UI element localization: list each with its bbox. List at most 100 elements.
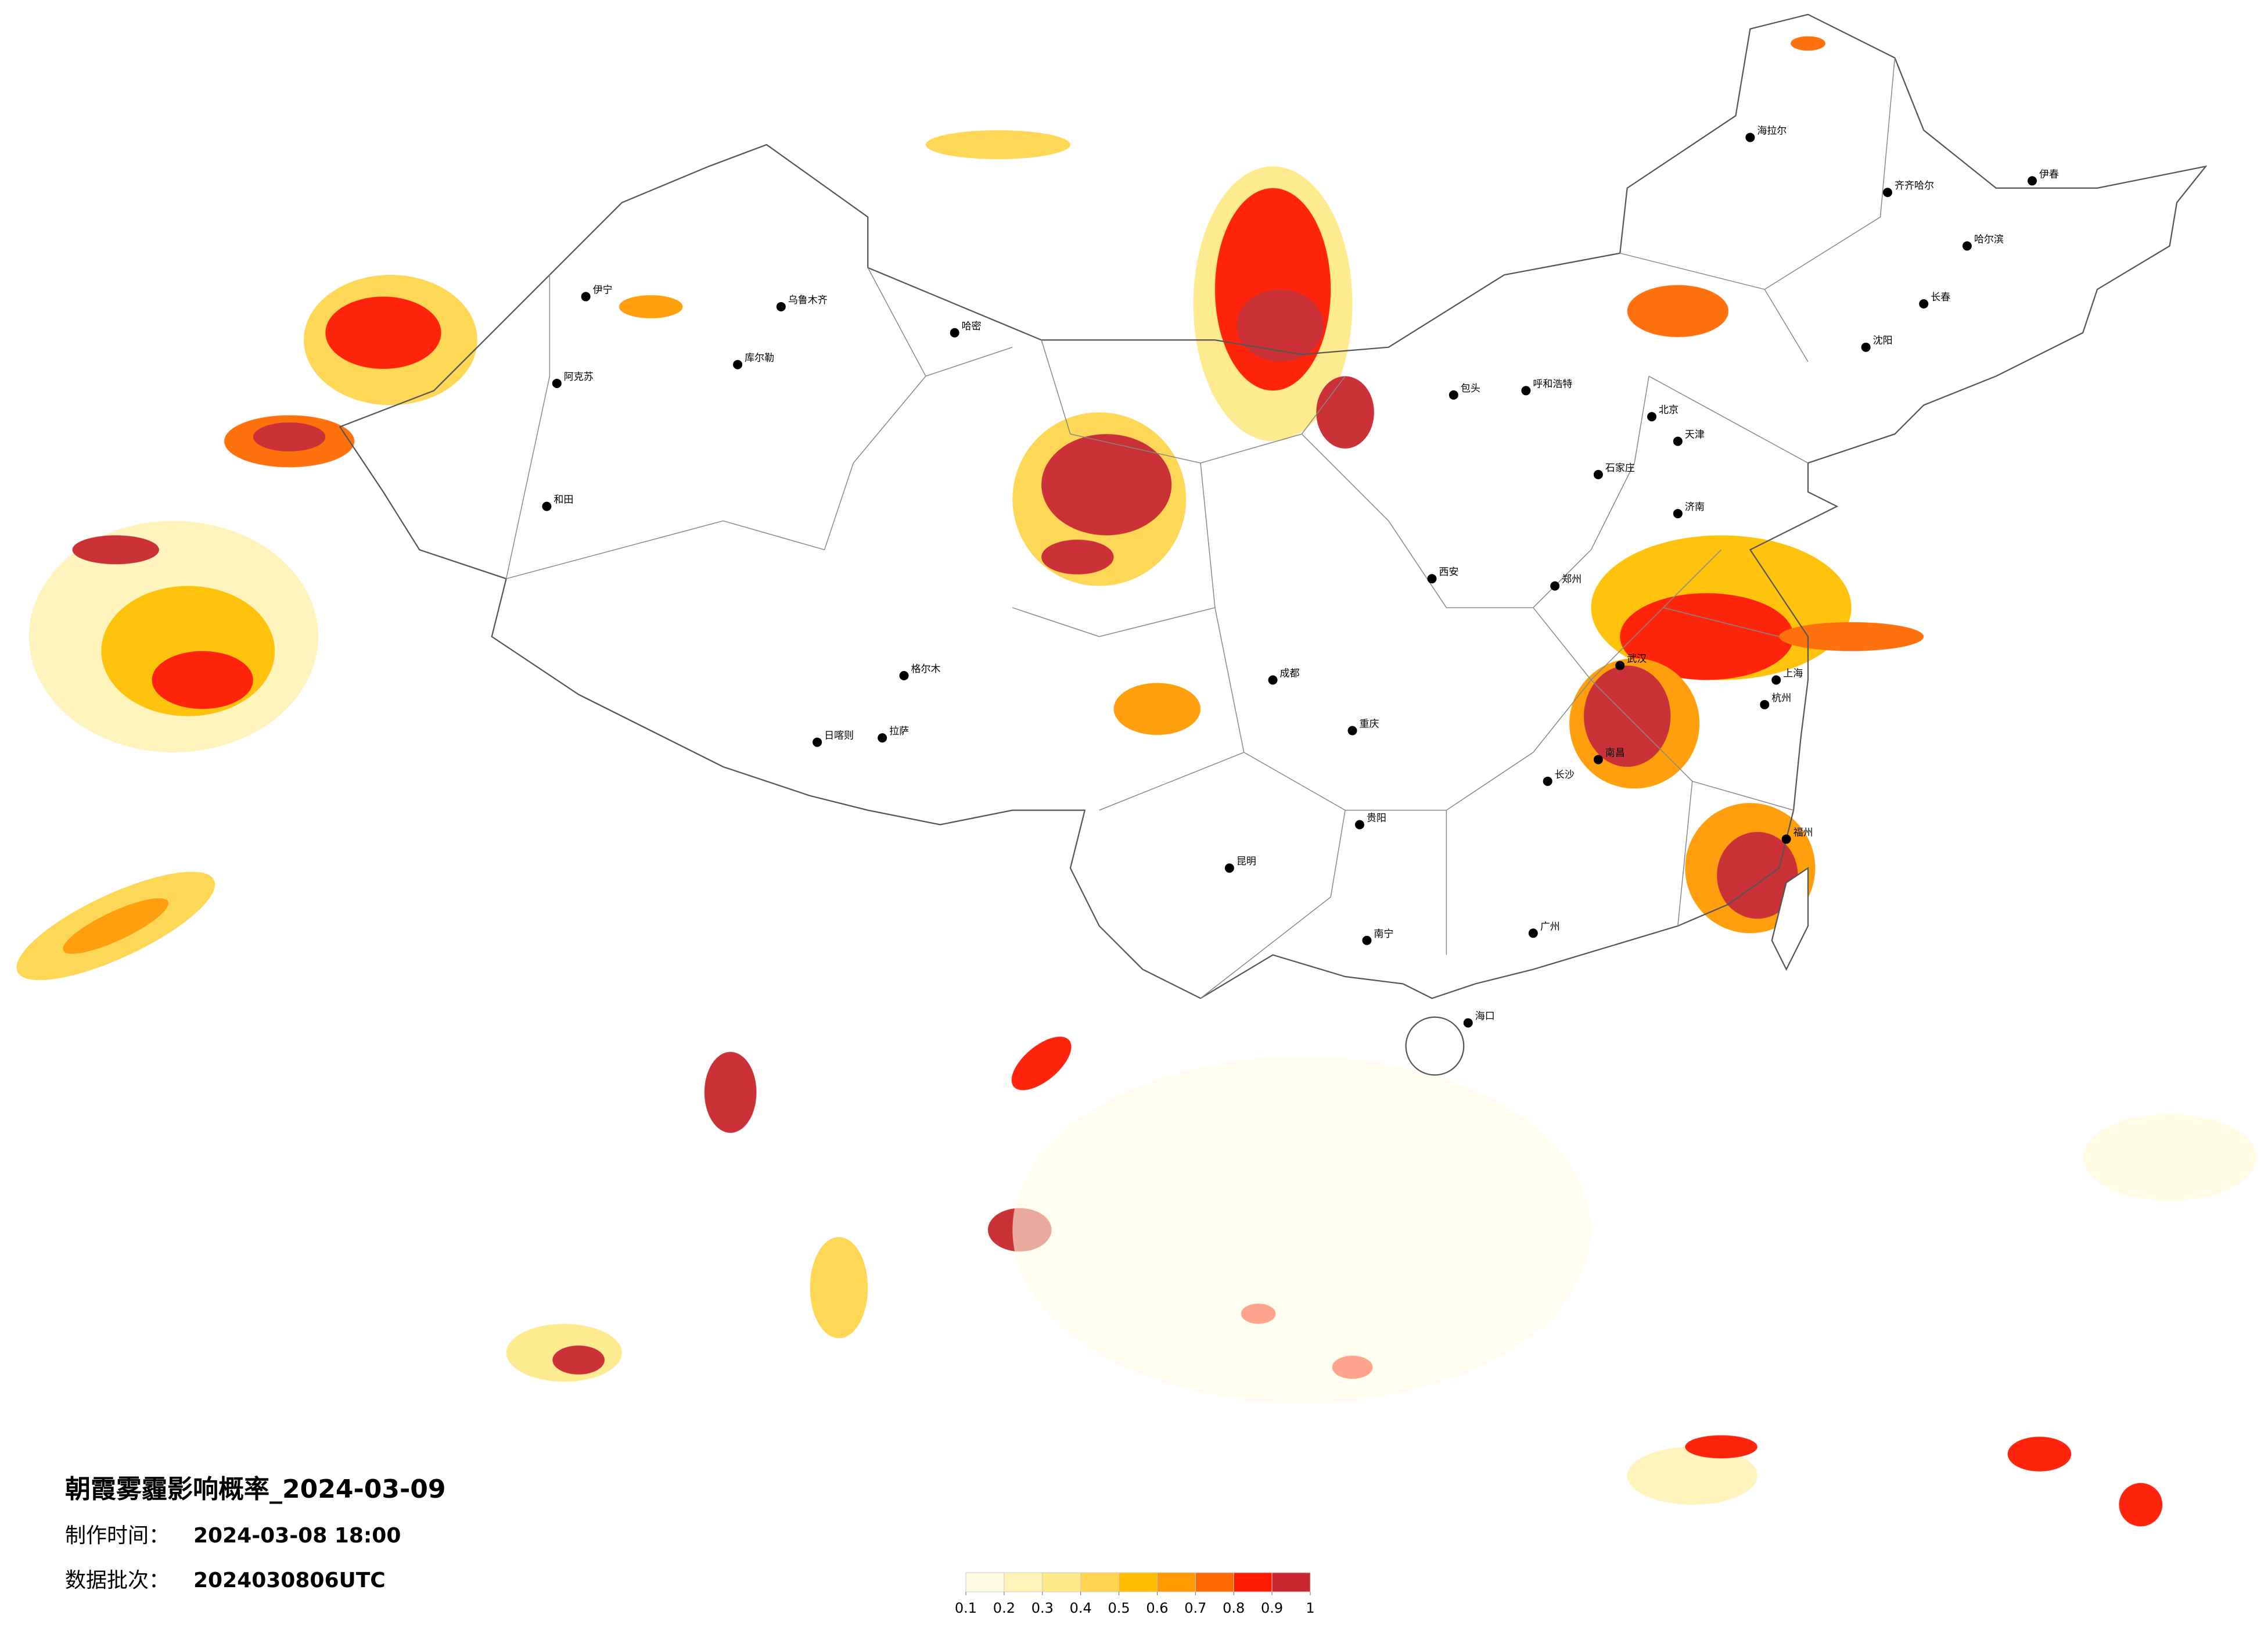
city-dot: [1550, 581, 1560, 591]
city-label: 阿克苏: [564, 371, 594, 383]
city-dot: [1673, 436, 1683, 446]
city-dot: [1543, 776, 1552, 786]
city-label: 哈密: [962, 321, 982, 332]
city-label: 北京: [1659, 404, 1678, 416]
city-label: 武汉: [1627, 654, 1647, 665]
city-label: 沈阳: [1873, 335, 1893, 347]
city-label: 西安: [1439, 566, 1458, 578]
haze-field: [16, 36, 2257, 1527]
colorbar-tick-label: 0.9: [1261, 1600, 1283, 1616]
city-dot: [1615, 661, 1625, 670]
city-label: 郑州: [1562, 574, 1582, 586]
colorbar-swatch: [1042, 1572, 1081, 1592]
city-label: 呼和浩特: [1533, 378, 1572, 390]
map-title: 朝霞雾霾影响概率_2024-03-09: [65, 1474, 445, 1504]
city-dot: [1745, 132, 1755, 142]
city-label: 重庆: [1360, 719, 1379, 730]
colorbar-swatch: [1195, 1572, 1234, 1592]
city-label: 包头: [1461, 383, 1480, 394]
city-label: 齐齐哈尔: [1895, 180, 1934, 192]
city-dot: [776, 302, 786, 311]
colorbar-swatch: [1119, 1572, 1158, 1592]
city-dot: [1427, 574, 1437, 584]
city-label: 贵阳: [1367, 813, 1386, 824]
city-dot: [1268, 675, 1278, 685]
city-dot: [1463, 1018, 1473, 1028]
colorbar-swatch: [1080, 1572, 1120, 1592]
city-label: 伊宁: [593, 285, 613, 296]
city-dot: [1861, 342, 1871, 352]
city-label: 伊春: [2039, 168, 2059, 180]
city-dot: [1354, 820, 1364, 830]
city-label: 南宁: [1374, 928, 1393, 940]
city-label: 昆明: [1237, 856, 1256, 867]
city-dot: [1593, 755, 1603, 765]
city-dot: [733, 360, 743, 369]
city-dot: [1781, 834, 1791, 844]
city-dot: [581, 292, 591, 302]
city-dot: [1647, 412, 1657, 422]
city-dot: [1521, 386, 1531, 396]
colorbar-swatch: [1271, 1572, 1311, 1592]
city-label: 日喀则: [824, 730, 854, 742]
colorbar-tick-label: 0.1: [955, 1600, 977, 1616]
city-dot: [1919, 299, 1929, 308]
colorbar-swatch: [965, 1572, 1005, 1592]
data-batch-label: 数据批次：: [65, 1569, 170, 1592]
city-label: 长沙: [1555, 769, 1575, 781]
city-label: 福州: [1793, 827, 1813, 838]
city-dot: [1347, 726, 1357, 735]
city-label: 哈尔滨: [1974, 234, 2004, 245]
city-dot: [1224, 863, 1234, 873]
city-dot: [878, 733, 887, 743]
colorbar-swatch: [1004, 1572, 1043, 1592]
city-dot: [1962, 241, 1972, 251]
colorbar-tick-label: 0.6: [1146, 1600, 1168, 1616]
city-label: 广州: [1540, 921, 1560, 932]
data-batch-value: 2024030806UTC: [193, 1569, 386, 1592]
city-label: 天津: [1685, 429, 1705, 441]
city-label: 和田: [553, 494, 573, 506]
production-time-value: 2024-03-08 18:00: [193, 1524, 401, 1548]
city-label: 乌鲁木齐: [788, 295, 828, 306]
city-label: 库尔勒: [745, 353, 774, 364]
city-label: 石家庄: [1605, 462, 1635, 474]
city-dot: [1362, 935, 1372, 945]
colorbar-tick-label: 0.3: [1031, 1600, 1054, 1616]
city-dot: [1882, 188, 1892, 198]
city-label: 济南: [1685, 501, 1705, 513]
city-label: 长春: [1931, 292, 1950, 303]
city-dot: [899, 671, 909, 681]
colorbar-swatch: [1233, 1572, 1273, 1592]
map-layer: [16, 13, 2257, 1527]
hainan-outline: [1405, 1016, 1465, 1076]
city-dot: [542, 501, 552, 511]
city-label: 海口: [1475, 1011, 1495, 1022]
colorbar-tick-label: 1: [1306, 1600, 1314, 1616]
taiwan-outline: [1771, 867, 1809, 971]
city-dot: [1673, 509, 1683, 519]
colorbar-tick-label: 0.4: [1070, 1600, 1092, 1616]
city-dot: [552, 378, 562, 388]
city-dot: [1528, 928, 1538, 938]
city-dot: [1448, 390, 1458, 400]
city-label: 拉萨: [889, 726, 909, 737]
colorbar-tick-label: 0.8: [1223, 1600, 1245, 1616]
province-lines: [505, 58, 1896, 999]
production-time-label: 制作时间：: [65, 1524, 170, 1548]
city-dot: [1771, 675, 1781, 685]
city-dot: [950, 328, 959, 338]
colorbar-tick-label: 0.2: [993, 1600, 1015, 1616]
city-label: 南昌: [1605, 747, 1625, 759]
city-dot: [813, 737, 822, 747]
city-label: 格尔木: [911, 663, 941, 675]
city-label: 海拉尔: [1757, 125, 1787, 137]
city-dot: [2028, 176, 2037, 186]
colorbar: 0.1 0.2 0.3 0.4 0.5 0.6 0.7 0.8 0.9 1: [955, 1572, 1315, 1616]
city-label: 上海: [1783, 668, 1803, 679]
colorbar-tick-label: 0.7: [1184, 1600, 1206, 1616]
city-dot: [1593, 469, 1603, 479]
